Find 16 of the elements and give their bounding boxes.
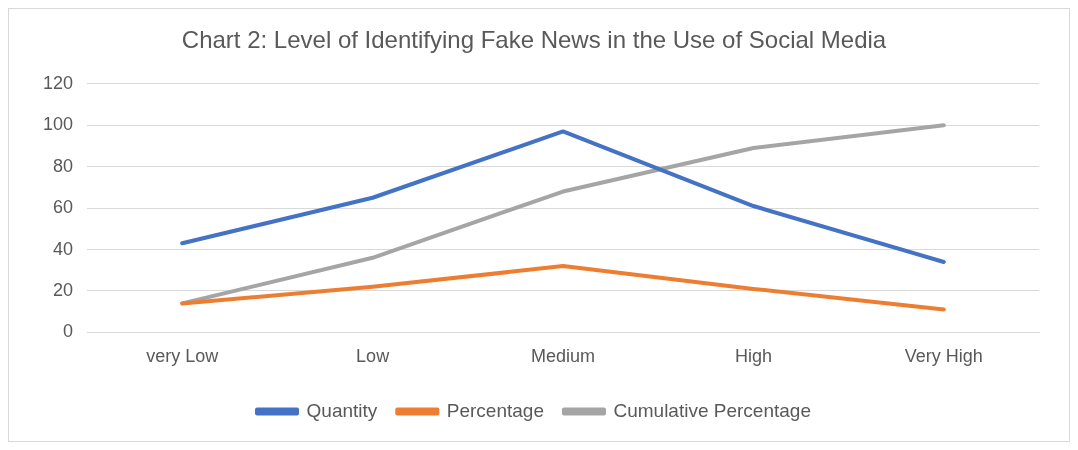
x-tick-label: Very High [904,346,983,367]
legend-label: Quantity [306,399,378,421]
y-tick-label: 120 [42,72,74,93]
x-tick-label: very Low [146,346,220,367]
x-tick-label: Low [356,346,391,367]
x-tick-label: High [734,346,772,367]
y-tick-label: 60 [53,197,74,218]
chart-title: Chart 2: Level of Identifying Fake News in the Use of Social Media [181,26,887,54]
legend-label: Percentage [446,399,544,421]
y-tick-label: 100 [42,114,74,135]
y-tick-label: 0 [63,321,74,342]
y-tick-label: 80 [53,155,74,176]
y-tick-label: 20 [53,279,74,300]
x-tick-label: Medium [531,346,596,367]
y-tick-label: 40 [53,238,74,259]
legend-label: Cumulative Percentage [613,399,811,421]
